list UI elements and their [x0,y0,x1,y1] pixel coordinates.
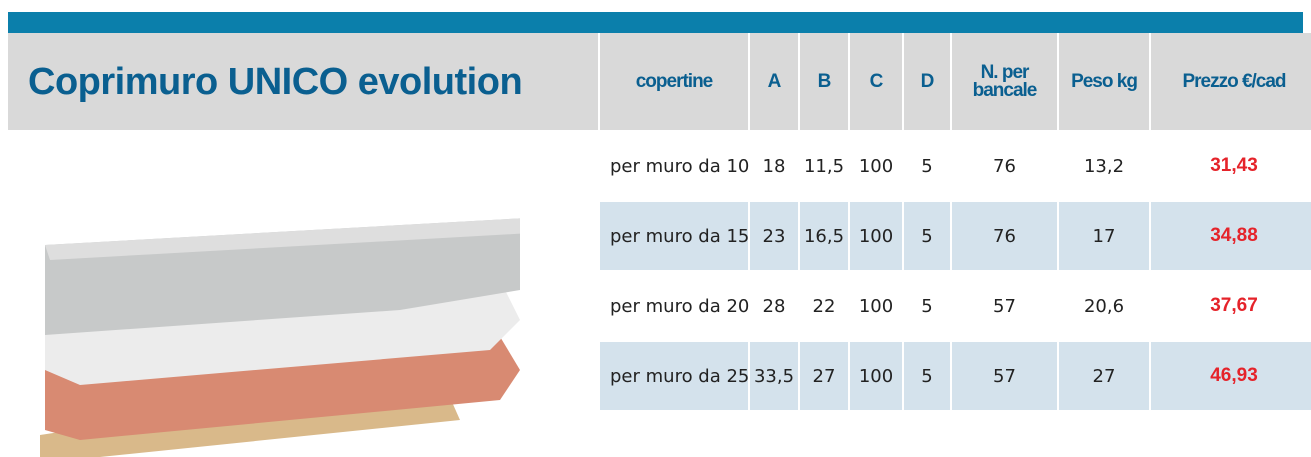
spec-table: copertine A B C D N. per bancale Peso kg Prezzo… [598,31,1311,412]
table-cell: 76 [952,132,1057,200]
table-cell: 100 [850,132,902,200]
price-cell: 37,67 [1151,272,1311,340]
table-row: per muro da 15 23 16,5 100 5 76 17 34,88 [600,202,1311,270]
column-header: N. per bancale [952,33,1057,130]
table-cell: 28 [750,272,798,340]
column-header: C [850,33,902,130]
table-cell: 5 [904,272,950,340]
column-header: Prezzo €/cad [1151,33,1311,130]
column-header: Peso kg [1059,33,1149,130]
table-cell: 57 [952,272,1057,340]
table-cell: 22 [800,272,848,340]
table-cell: 100 [850,272,902,340]
table-cell: 100 [850,342,902,410]
table-cell: 11,5 [800,132,848,200]
price-cell: 34,88 [1151,202,1311,270]
table-cell: 27 [800,342,848,410]
table-cell: 23 [750,202,798,270]
table-cell: per muro da 15 [600,202,749,270]
column-header: copertine [600,33,748,130]
header-row: copertine A B C D N. per bancale Peso kg Prezzo… [600,33,1311,130]
price-cell: 31,43 [1151,132,1311,200]
table-cell: 33,5 [750,342,798,410]
table-cell: 57 [952,342,1057,410]
table-cell: 76 [952,202,1057,270]
table-cell: per muro da 20 [600,272,749,340]
table-cell: 27 [1059,342,1149,410]
table-cell: 5 [904,202,950,270]
table-cell: 13,2 [1059,132,1149,200]
title-cell: Coprimuro UNICO evolution [8,33,598,130]
product-title: Coprimuro UNICO evolution [28,61,523,103]
table-row: per muro da 10 18 11,5 100 5 76 13,2 31,43 [600,132,1311,200]
table-cell: 20,6 [1059,272,1149,340]
table-cell: 5 [904,132,950,200]
table-row: per muro da 20 28 22 100 5 57 20,6 37,67 [600,272,1311,340]
column-header: B [800,33,848,130]
table-cell: 16,5 [800,202,848,270]
table-cell: per muro da 10 [600,132,749,200]
table-cell: per muro da 25 [600,342,749,410]
table-cell: 100 [850,202,902,270]
column-header: D [904,33,950,130]
product-image [40,218,520,457]
table-cell: 5 [904,342,950,410]
top-bar [8,12,1303,33]
price-cell: 46,93 [1151,342,1311,410]
table-body: per muro da 10 18 11,5 100 5 76 13,2 31,43 per m… [600,132,1311,410]
table-cell: 18 [750,132,798,200]
table-cell: 17 [1059,202,1149,270]
table-row: per muro da 25 33,5 27 100 5 57 27 46,93 [600,342,1311,410]
column-header: A [750,33,798,130]
